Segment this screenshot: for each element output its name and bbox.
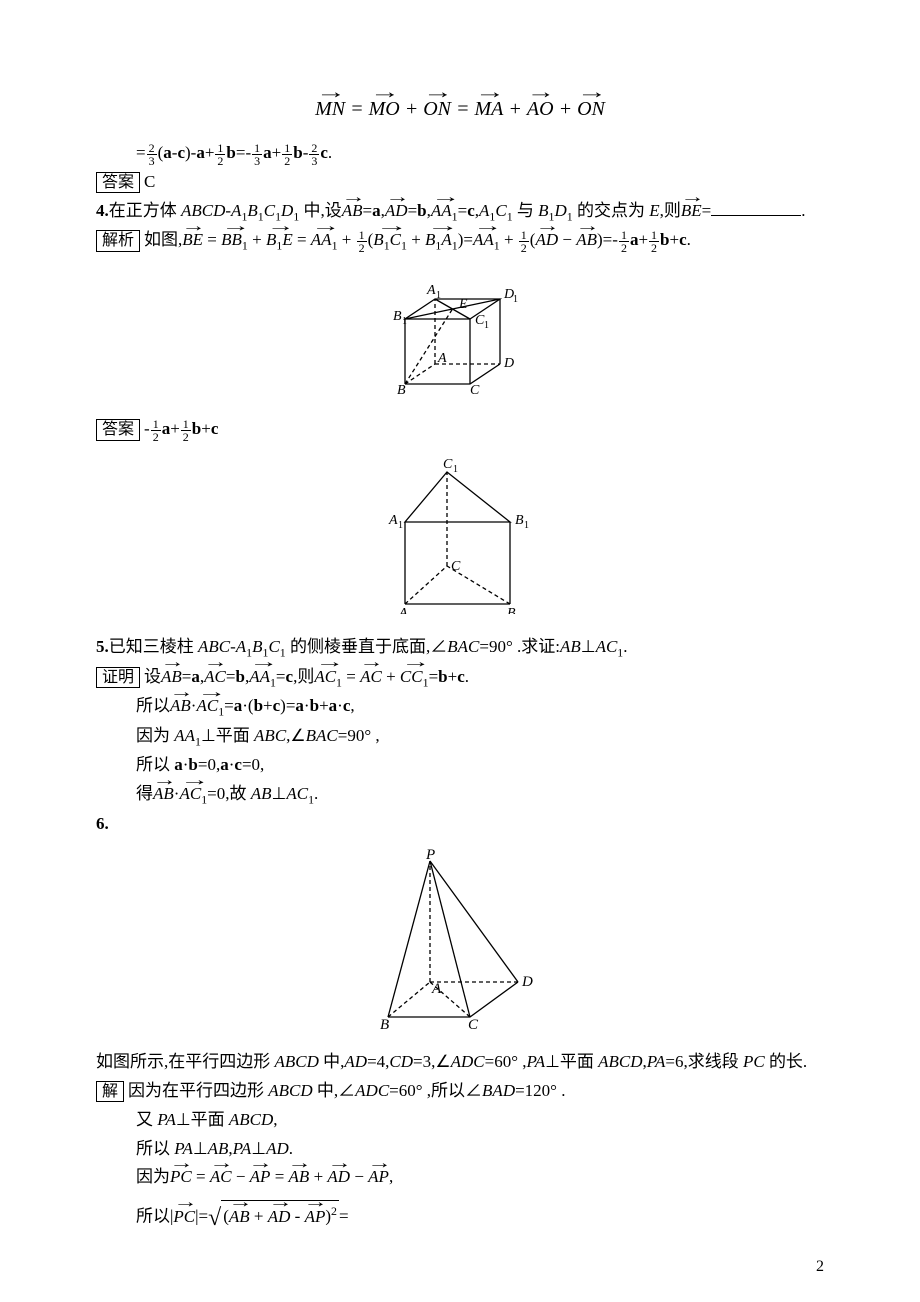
q6-body-2: 所以 PA⊥AB,PA⊥AD. bbox=[96, 1135, 824, 1164]
q4-figure: B C D A B1 C1 D1 A1 E bbox=[96, 266, 824, 401]
svg-text:A: A bbox=[431, 981, 442, 997]
svg-text:D: D bbox=[503, 356, 514, 371]
q6-figure: P A B C D bbox=[96, 849, 824, 1034]
svg-text:C: C bbox=[443, 457, 453, 472]
svg-text:B: B bbox=[380, 1017, 389, 1029]
q3-cont: =23(a-c)-a+12b=-13a+12b-23c. bbox=[96, 139, 824, 168]
svg-text:B: B bbox=[507, 606, 516, 614]
q3-answer: C bbox=[144, 172, 155, 191]
q4-answer-line: 答案-12a+12b+c bbox=[96, 415, 824, 444]
svg-text:B: B bbox=[515, 513, 524, 528]
svg-text:1: 1 bbox=[524, 520, 529, 531]
equation-mn: MN = MO + ON = MA + AO + ON bbox=[96, 98, 824, 121]
q5-proof-2: 所以AB·AC1=a·(b+c)=a·b+a·c, bbox=[96, 692, 824, 722]
answer-label-2: 答案 bbox=[96, 419, 140, 441]
svg-text:A: A bbox=[437, 351, 447, 366]
svg-text:C: C bbox=[468, 1017, 479, 1029]
q6-text1: 如图所示,在平行四边形 ABCD 中,AD=4,CD=3,∠ADC=60° ,P… bbox=[96, 1048, 824, 1077]
page-number: 2 bbox=[816, 1258, 824, 1276]
q6-num-line: 6. bbox=[96, 810, 824, 839]
svg-text:C: C bbox=[451, 559, 461, 574]
q6-solve-line: 解因为在平行四边形 ABCD 中,∠ADC=60° ,所以∠BAD=120° . bbox=[96, 1077, 824, 1106]
svg-text:E: E bbox=[458, 297, 468, 312]
analysis-label: 解析 bbox=[96, 230, 140, 252]
svg-text:B: B bbox=[397, 383, 406, 396]
svg-text:1: 1 bbox=[513, 294, 518, 305]
answer-label: 答案 bbox=[96, 172, 140, 194]
q6-body-3: 因为PC = AC − AP = AB + AD − AP, bbox=[96, 1163, 824, 1192]
svg-text:A: A bbox=[388, 513, 398, 528]
q5-figure: A B C A1 B1 C1 bbox=[96, 454, 824, 619]
svg-text:A: A bbox=[426, 283, 436, 298]
svg-text:B: B bbox=[393, 309, 402, 324]
q5-proof-3: 因为 AA1⊥平面 ABC,∠BAC=90° , bbox=[96, 722, 824, 752]
q6-body-1: 又 PA⊥平面 ABCD, bbox=[96, 1106, 824, 1135]
svg-text:P: P bbox=[425, 849, 435, 863]
svg-text:1: 1 bbox=[436, 290, 441, 301]
svg-text:C: C bbox=[470, 383, 480, 396]
svg-text:1: 1 bbox=[398, 520, 403, 531]
q4-blank bbox=[711, 199, 801, 215]
svg-text:1: 1 bbox=[484, 320, 489, 331]
svg-text:D: D bbox=[521, 974, 533, 990]
q6-num: 6. bbox=[96, 814, 109, 833]
solve-label: 解 bbox=[96, 1081, 124, 1103]
q4-num: 4. bbox=[96, 201, 109, 220]
svg-text:A: A bbox=[398, 606, 408, 614]
q5-num: 5. bbox=[96, 637, 109, 656]
page-root: MN = MO + ON = MA + AO + ON =23(a-c)-a+1… bbox=[0, 0, 920, 1302]
q4-analysis: 解析如图,BE = BB1 + B1E = AA1 + 12(B1C1 + B1… bbox=[96, 226, 824, 256]
q5-proof-5: 得AB·AC1=0,故 AB⊥AC1. bbox=[96, 780, 824, 810]
q3-answer-line: 答案C bbox=[96, 168, 824, 197]
svg-text:1: 1 bbox=[402, 316, 407, 327]
svg-text:1: 1 bbox=[453, 464, 458, 475]
q4-stem: 4.在正方体 ABCD-A1B1C1D1 中,设AB=a,AD=b,AA1=c,… bbox=[96, 197, 824, 227]
q6-body-4: 所以|PC|=√(AB + AD - AP)2= bbox=[96, 1198, 824, 1238]
proof-label: 证明 bbox=[96, 667, 140, 689]
